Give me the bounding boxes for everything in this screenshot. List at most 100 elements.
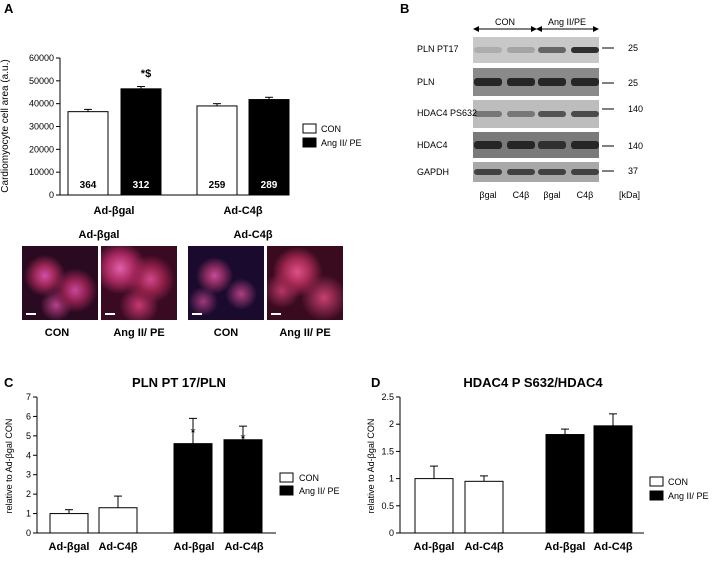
panel-b-ang-arrow-right: [593, 26, 599, 32]
blot-band: [474, 141, 502, 149]
panel-a-tick-label: 10000: [29, 167, 54, 177]
micrograph-c4b-ang: [267, 246, 343, 320]
panel-a-significance: *$: [141, 68, 151, 80]
panel-b-group-ang: Ang II/PE: [548, 17, 586, 27]
panel-a-tick-label: 0: [49, 190, 54, 200]
panel-c-tick-label: 3: [26, 470, 31, 480]
blot-strip-5: [473, 162, 599, 182]
panel-d-xlabel-1: Ad-βgal: [414, 541, 455, 553]
panel-b-row-label-2: PLN: [417, 77, 435, 87]
panel-d-letter: D: [371, 375, 380, 390]
blot-band: [571, 169, 599, 175]
panel-b-row-label-3: HDAC4 PS632: [417, 108, 477, 118]
panel-c-star-1: *: [190, 425, 195, 440]
panel-d-ylabel: relative to Ad-βgal CON: [366, 419, 376, 514]
blot-band: [474, 47, 502, 53]
micro-title-2: Ad-C4β: [233, 229, 272, 241]
panel-b-letter: B: [400, 1, 409, 16]
panel-c-bar-ang: [173, 443, 213, 534]
panel-b-lane-4: C4β: [577, 190, 594, 200]
panel-b-lane-1: βgal: [479, 190, 496, 200]
blot-band: [507, 169, 535, 175]
panel-c-tick-label: 6: [26, 411, 31, 421]
panel-d-xlabel-3: Ad-βgal: [545, 541, 586, 553]
panel-c-tick-label: 5: [26, 431, 31, 441]
panel-a-bar-con: [196, 105, 238, 196]
panel-b-kda-4: 140: [628, 141, 643, 151]
panel-b-group-con: CON: [495, 17, 515, 27]
panel-d-tick-label: 2: [389, 419, 394, 429]
panel-d-tick-label: 0: [389, 528, 394, 538]
panel-a-bar-con: [67, 111, 109, 196]
micro-caption-2: Ang II/ PE: [113, 327, 164, 339]
panel-c-tick-label: 0: [26, 528, 31, 538]
panel-a-legend-ang: Ang II/ PE: [321, 138, 362, 148]
panel-a-yticks: 0 10000 20000 30000 40000 50000 60000: [29, 53, 60, 200]
blot-band: [507, 47, 535, 53]
panel-c-tick-label: 4: [26, 450, 31, 460]
panel-a-legend-swatch-ang: [302, 137, 317, 148]
panel-b-kda-1: 25: [628, 43, 638, 53]
panel-a-tick-label: 20000: [29, 144, 54, 154]
panel-d-bar-ang: [593, 425, 633, 534]
panel-c-bar-ang: [223, 439, 263, 534]
panel-d-tick-label: 1: [389, 474, 394, 484]
panel-c-xlabel-2: Ad-C4β: [98, 541, 137, 553]
blot-band: [474, 111, 502, 117]
blot-band: [474, 169, 502, 175]
scale-bar-4: [271, 313, 281, 315]
blot-band: [571, 111, 599, 117]
panel-d-bar-ang: [545, 434, 585, 534]
panel-b-con-arrow-left: [473, 26, 479, 32]
panel-c-letter: C: [4, 375, 14, 390]
panel-a-letter: A: [4, 1, 14, 16]
blot-band: [507, 111, 535, 117]
panel-c-bar-con: [49, 513, 89, 534]
micro-title-1: Ad-βgal: [79, 229, 120, 241]
blot-band: [474, 78, 502, 86]
blot-band: [571, 78, 599, 86]
panel-b-kda-unit: [kDa]: [619, 190, 640, 200]
panel-c-xlabel-3: Ad-βgal: [174, 541, 215, 553]
panel-d-tick-label: 1.5: [381, 446, 394, 456]
micrograph-betagal-con: [22, 246, 98, 320]
panel-b-kda-3: 140: [628, 104, 643, 114]
panel-d-legend-con: CON: [668, 477, 688, 487]
panel-d-legend-swatch-ang: [649, 490, 664, 501]
panel-b-kda-5: 37: [628, 166, 638, 176]
panel-b-lane-2: C4β: [513, 190, 530, 200]
panel-b-lane-3: βgal: [543, 190, 560, 200]
panel-b-row-label-5: GAPDH: [417, 167, 449, 177]
panel-c-yticks: 0 1 2 3 4 5 6 7: [26, 392, 37, 538]
blot-band: [538, 111, 566, 117]
panel-a-tick-label: 30000: [29, 122, 54, 132]
micro-caption-1: CON: [45, 327, 70, 339]
micro-caption-4: Ang II/ PE: [279, 327, 330, 339]
scale-bar-1: [26, 313, 36, 315]
panel-a-bar-n-4: 289: [261, 180, 278, 191]
panel-d-legend-swatch-con: [649, 476, 664, 487]
blot-band: [571, 47, 599, 53]
scale-bar-2: [105, 313, 115, 315]
panel-a-ylabel: Cardiomyocyte cell area (a.u.): [0, 59, 11, 192]
blot-band: [507, 141, 535, 149]
panel-b-kda-2: 25: [628, 78, 638, 88]
panel-a-tick-label: 40000: [29, 99, 54, 109]
panel-c-tick-label: 1: [26, 509, 31, 519]
blot-band: [538, 141, 566, 149]
panel-c-legend-swatch-ang: [279, 485, 294, 496]
panel-d-bar-con: [464, 480, 504, 534]
panel-a-tick-label: 60000: [29, 53, 54, 63]
panel-c-xlabel-4: Ad-C4β: [224, 541, 263, 553]
panel-c-tick-label: 2: [26, 489, 31, 499]
blot-band: [538, 78, 566, 86]
panel-d-yticks: 0 0.5 1 1.5 2 2.5: [381, 392, 400, 538]
blot-band: [538, 169, 566, 175]
micrograph-c4b-con: [188, 246, 264, 320]
panel-c-legend-con: CON: [299, 473, 319, 483]
panel-d-title: HDAC4 P S632/HDAC4: [463, 375, 603, 390]
panel-d-xlabel-4: Ad-C4β: [593, 541, 632, 553]
panel-b-con-arrow-right: [531, 26, 537, 32]
panel-d-star-2: *: [610, 423, 615, 438]
panel-a-bar-ang: [120, 88, 162, 196]
